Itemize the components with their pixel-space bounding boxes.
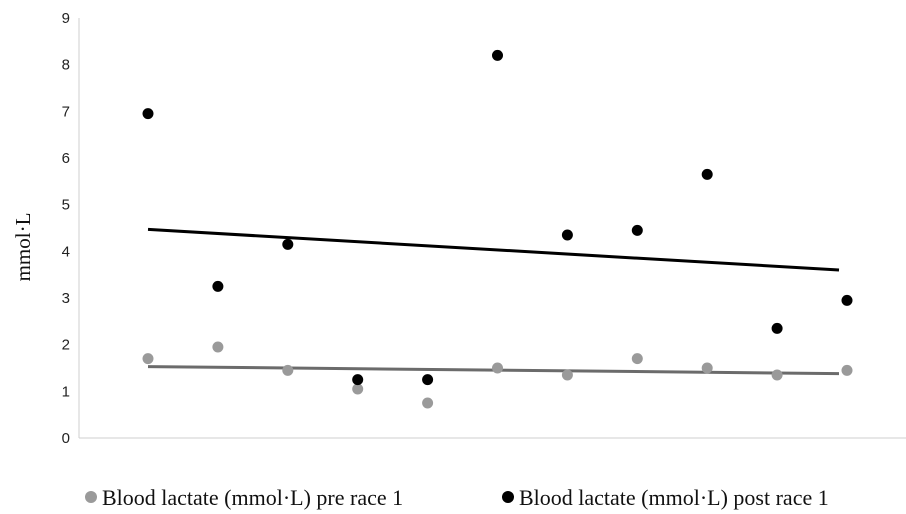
data-point-pre-race <box>142 353 154 365</box>
data-point-post-race <box>492 49 503 61</box>
y-tick-label: 3 <box>62 290 70 307</box>
data-point-pre-race <box>631 353 643 365</box>
data-point-pre-race <box>422 397 434 409</box>
y-tick-label: 8 <box>62 57 70 74</box>
data-point-pre-race <box>352 383 364 395</box>
data-point-post-race <box>841 294 853 306</box>
data-point-pre-race <box>492 362 503 374</box>
data-point-post-race <box>771 322 783 334</box>
legend: Blood lactate (mmol·L) pre race 1 Blood … <box>85 485 829 510</box>
y-tick-label: 5 <box>62 197 70 214</box>
data-point-post-race <box>352 374 364 386</box>
legend-marker-post-race <box>502 491 514 503</box>
data-point-pre-race <box>212 341 224 353</box>
data-point-pre-race <box>841 364 853 376</box>
data-point-pre-race <box>701 362 713 374</box>
trendline-post-race <box>147 227 840 272</box>
y-tick-label: 9 <box>62 10 70 27</box>
data-point-post-race <box>282 238 294 250</box>
y-tick-labels: 0 1 2 3 4 5 6 7 8 9 <box>62 10 70 447</box>
data-point-pre-race <box>282 364 294 376</box>
data-point-post-race <box>212 280 224 292</box>
data-point-post-race <box>631 224 643 236</box>
y-tick-label: 7 <box>62 103 70 120</box>
data-point-post-race <box>142 108 154 120</box>
y-axis-label: mmol·L <box>11 213 35 282</box>
trendlines <box>147 227 840 376</box>
data-point-post-race <box>701 168 713 180</box>
y-tick-label: 2 <box>62 337 70 354</box>
data-point-post-race <box>561 229 573 241</box>
y-tick-label: 1 <box>62 383 70 400</box>
y-tick-label: 0 <box>62 430 70 447</box>
data-points <box>142 49 853 409</box>
legend-marker-pre-race <box>85 491 97 503</box>
legend-label-pre-race: Blood lactate (mmol·L) pre race 1 <box>102 485 403 510</box>
axes <box>78 18 906 439</box>
legend-label-post-race: Blood lactate (mmol·L) post race 1 <box>519 485 829 510</box>
y-tick-label: 6 <box>62 150 70 167</box>
data-point-post-race <box>422 374 434 386</box>
data-point-pre-race <box>561 369 573 381</box>
data-point-pre-race <box>771 369 783 381</box>
y-tick-label: 4 <box>62 243 70 260</box>
